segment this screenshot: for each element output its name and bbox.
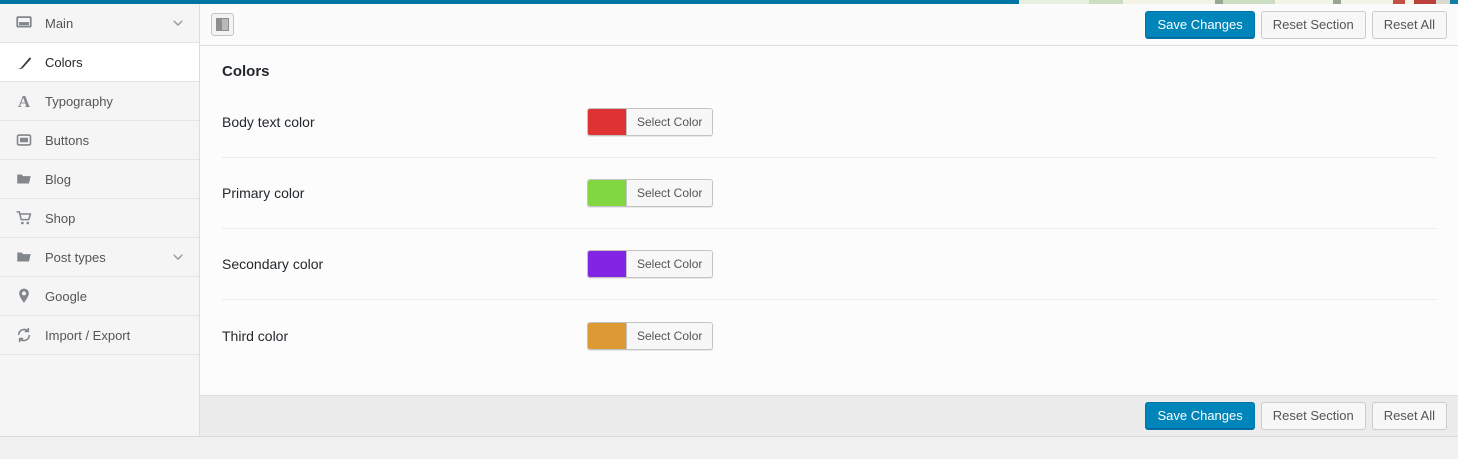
- sidebar-item-label: Buttons: [45, 132, 90, 148]
- sidebar-item-label: Colors: [45, 54, 83, 70]
- sidebar-item-shop[interactable]: Shop: [0, 199, 199, 238]
- color-field-row: Body text color Select Color: [222, 87, 1436, 158]
- sidebar-item-typography[interactable]: A Typography: [0, 82, 199, 121]
- sidebar-item-buttons[interactable]: Buttons: [0, 121, 199, 160]
- fields-list: Body text color Select Color Primary col…: [222, 87, 1436, 371]
- sidebar-nav: Main Colors A Typography Buttons Blog Sh…: [0, 4, 200, 436]
- background-page-sliver: [1019, 0, 1458, 4]
- sidebar-item-import-export[interactable]: Import / Export: [0, 316, 199, 355]
- select-color-button[interactable]: Select Color: [587, 108, 714, 136]
- section-content: Colors Body text color Select Color Prim…: [200, 46, 1458, 395]
- field-label: Primary color: [222, 185, 305, 201]
- field-label: Body text color: [222, 114, 315, 130]
- brush-icon: [14, 52, 34, 72]
- typography-icon: A: [17, 91, 31, 111]
- color-field-row: Primary color Select Color: [222, 158, 1436, 229]
- select-color-label: Select Color: [626, 109, 713, 135]
- color-swatch: [588, 251, 626, 277]
- cart-icon: [14, 208, 34, 228]
- color-swatch: [588, 109, 626, 135]
- chevron-down-icon: [171, 250, 185, 264]
- color-swatch: [588, 180, 626, 206]
- button-icon: [14, 130, 34, 150]
- sidebar-item-colors[interactable]: Colors: [0, 43, 199, 82]
- footer-bar: Save Changes Reset Section Reset All: [200, 395, 1458, 436]
- sidebar-item-label: Shop: [45, 210, 76, 226]
- select-color-label: Select Color: [626, 251, 713, 277]
- save-changes-button[interactable]: Save Changes: [1145, 10, 1255, 39]
- desktop-icon: [14, 13, 34, 33]
- header-bar: Save Changes Reset Section Reset All: [200, 4, 1458, 46]
- options-panel: Main Colors A Typography Buttons Blog Sh…: [0, 4, 1458, 437]
- reset-section-button[interactable]: Reset Section: [1260, 402, 1366, 430]
- color-field-row: Secondary color Select Color: [222, 229, 1436, 300]
- color-swatch: [588, 322, 626, 349]
- color-field-row: Third color Select Color: [222, 300, 1436, 371]
- reset-section-button[interactable]: Reset Section: [1260, 10, 1366, 39]
- folder-icon: [14, 247, 34, 267]
- sync-icon: [14, 325, 34, 345]
- select-color-button[interactable]: Select Color: [587, 321, 714, 350]
- accent-bar: [0, 0, 1019, 4]
- reset-all-button[interactable]: Reset All: [1371, 402, 1447, 430]
- folder-icon: [14, 169, 34, 189]
- sidebar-item-google[interactable]: Google: [0, 277, 199, 316]
- sidebar-item-label: Main: [45, 15, 74, 31]
- sidebar-item-label: Post types: [45, 249, 106, 265]
- save-changes-button[interactable]: Save Changes: [1145, 402, 1255, 430]
- sidebar-item-label: Typography: [45, 93, 113, 109]
- top-accent-strip: [0, 0, 1458, 4]
- select-color-label: Select Color: [626, 180, 713, 206]
- expand-options-icon: [216, 18, 229, 31]
- chevron-down-icon: [171, 16, 185, 30]
- sidebar-item-label: Import / Export: [45, 327, 131, 343]
- field-label: Third color: [222, 327, 289, 344]
- main-column: Save Changes Reset Section Reset All Col…: [200, 4, 1458, 436]
- select-color-button[interactable]: Select Color: [587, 179, 714, 207]
- expand-options-button[interactable]: [211, 13, 234, 36]
- field-label: Secondary color: [222, 256, 324, 272]
- reset-all-button[interactable]: Reset All: [1371, 10, 1447, 39]
- location-pin-icon: [14, 286, 34, 306]
- footer-actions: Save Changes Reset Section Reset All: [1145, 402, 1447, 430]
- select-color-button[interactable]: Select Color: [587, 250, 714, 278]
- sidebar-item-post-types[interactable]: Post types: [0, 238, 199, 277]
- sidebar-item-main[interactable]: Main: [0, 4, 199, 43]
- header-actions: Save Changes Reset Section Reset All: [1145, 10, 1447, 39]
- section-title: Colors: [222, 63, 270, 80]
- select-color-label: Select Color: [626, 322, 713, 349]
- sidebar-item-blog[interactable]: Blog: [0, 160, 199, 199]
- sidebar-item-label: Blog: [45, 171, 72, 187]
- sidebar-item-label: Google: [45, 288, 87, 304]
